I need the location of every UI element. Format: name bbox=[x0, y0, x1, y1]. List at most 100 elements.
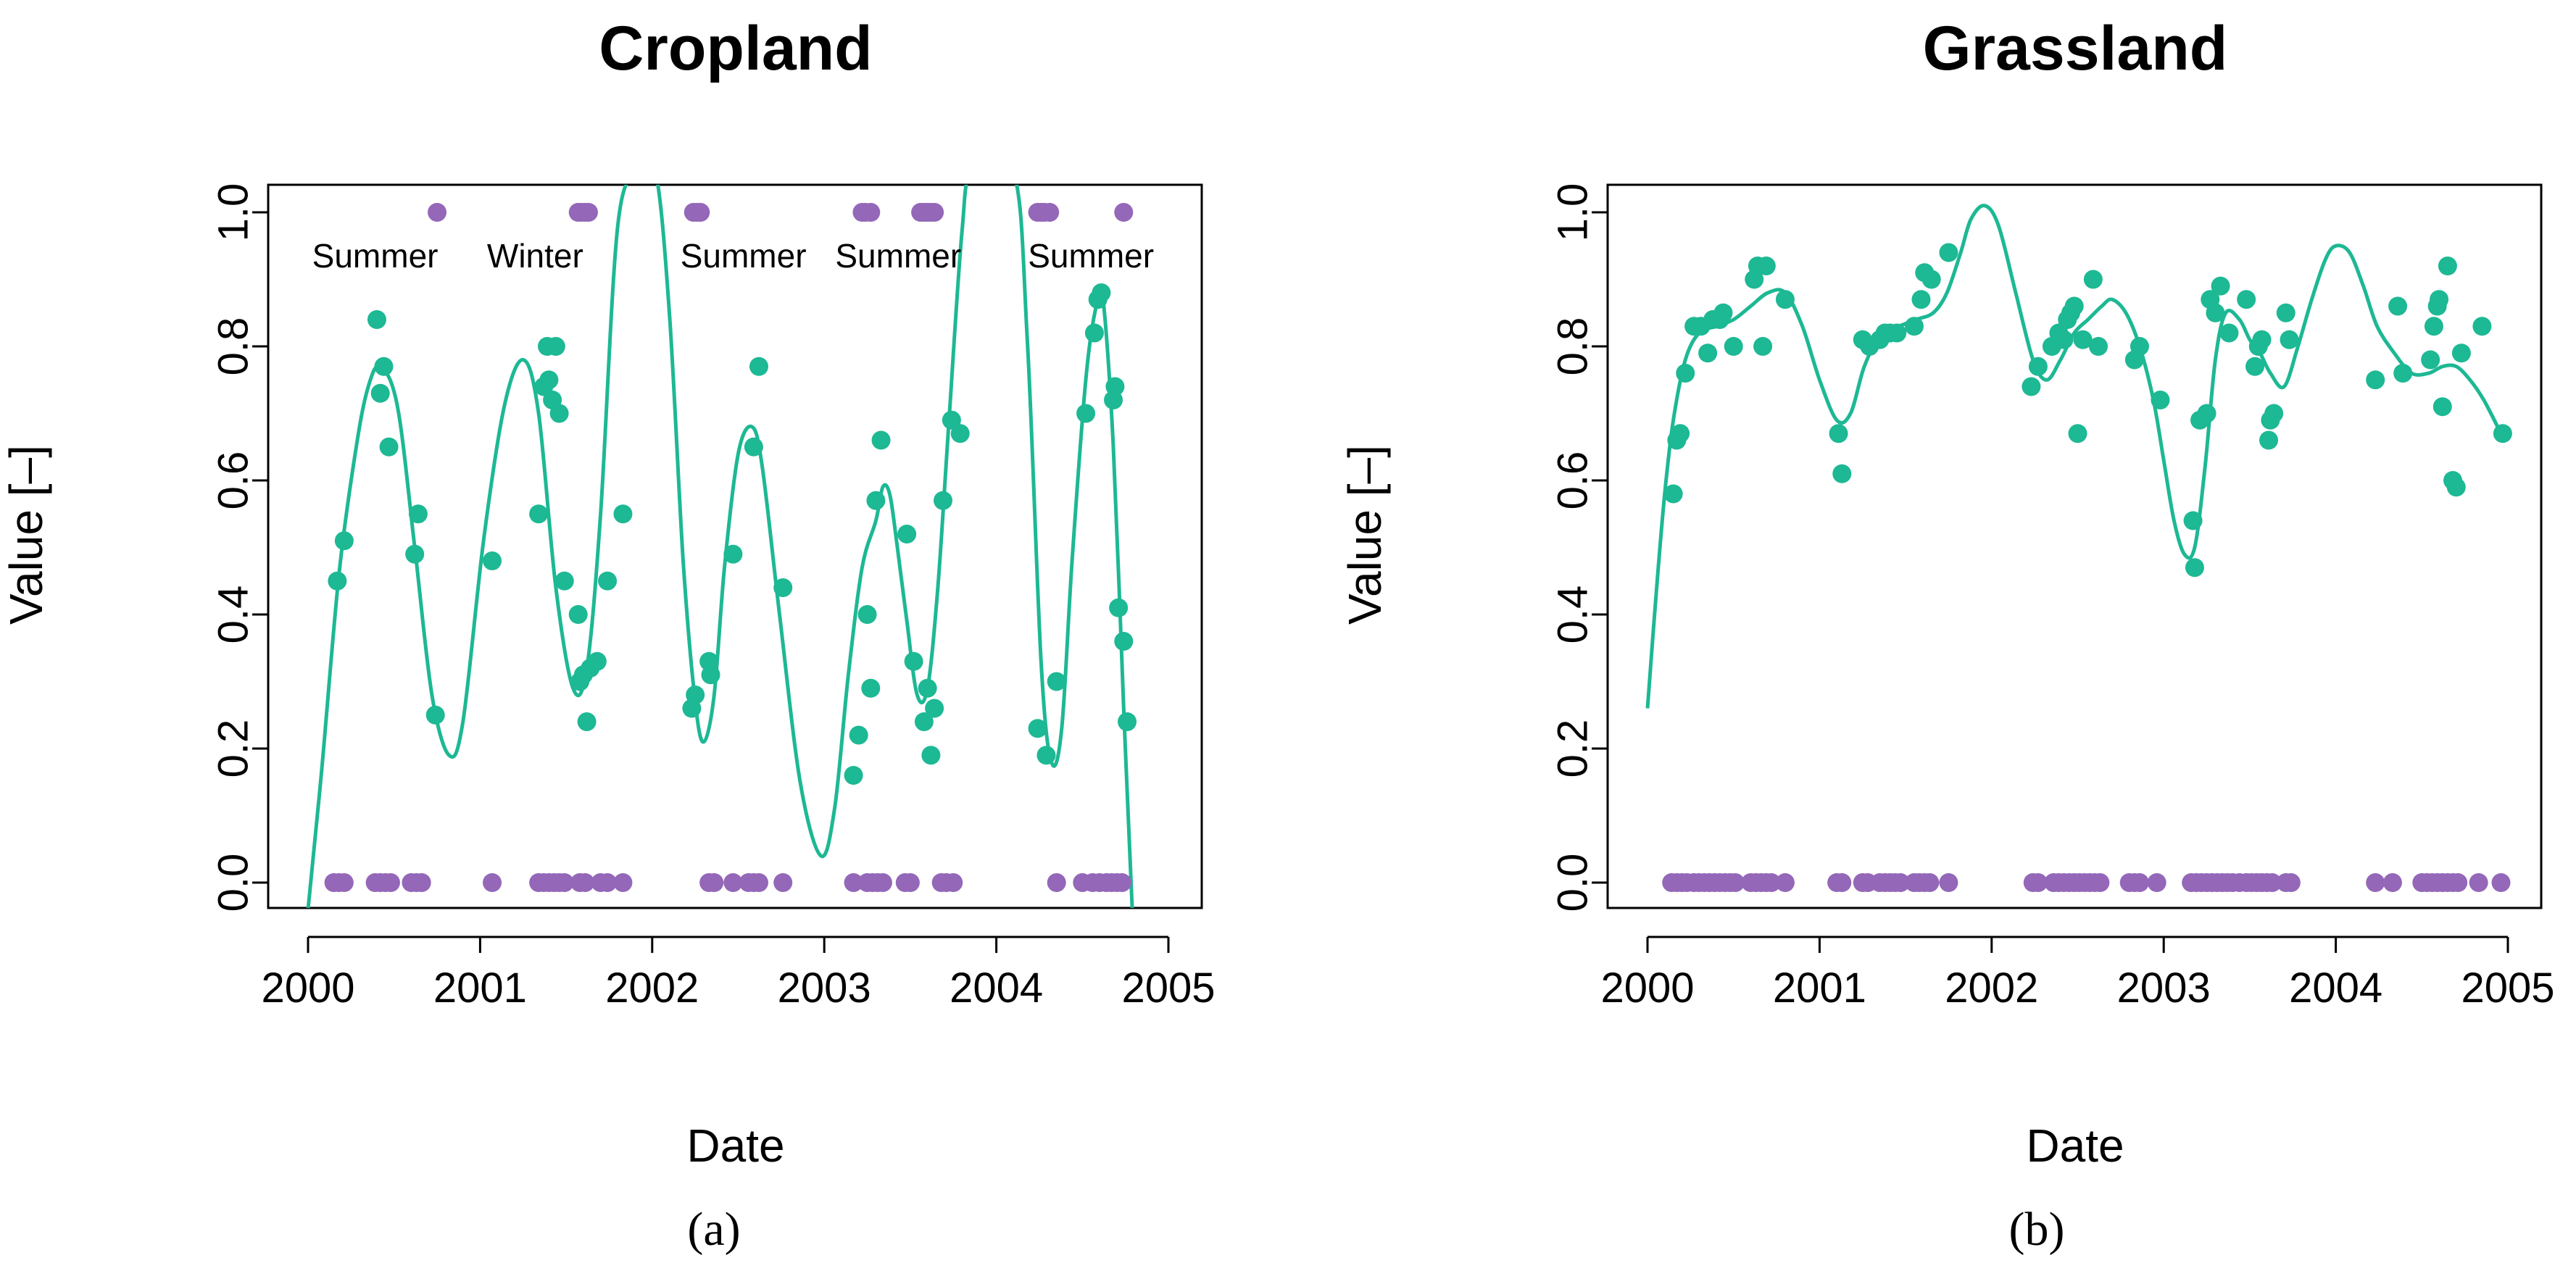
data-point bbox=[1092, 283, 1111, 302]
data-point bbox=[849, 725, 868, 745]
chart-title: Cropland bbox=[599, 14, 872, 83]
data-point bbox=[1118, 712, 1137, 731]
data-point bbox=[1114, 632, 1134, 651]
data-point bbox=[2237, 290, 2256, 309]
x-tick-label: 2002 bbox=[1945, 964, 2038, 1012]
data-point bbox=[2451, 343, 2471, 363]
x-tick-label: 2005 bbox=[2461, 964, 2554, 1012]
x-axis: 2000 2001 2002 2003 2004 2005 bbox=[1600, 935, 2555, 1012]
flag-point-zero bbox=[773, 873, 793, 892]
data-point bbox=[2028, 357, 2048, 376]
flag-point-one bbox=[428, 203, 447, 222]
x-tick-label: 2001 bbox=[1773, 964, 1866, 1012]
data-point bbox=[2219, 323, 2239, 343]
flag-point-one bbox=[861, 203, 881, 222]
data-point bbox=[773, 578, 793, 597]
data-point bbox=[2206, 303, 2225, 322]
data-point bbox=[1084, 323, 1104, 343]
data-point bbox=[2068, 424, 2087, 443]
data-point bbox=[334, 531, 354, 551]
data-point bbox=[1105, 377, 1125, 396]
flag-point-zero bbox=[873, 873, 892, 892]
data-point bbox=[897, 525, 917, 543]
data-point bbox=[950, 424, 970, 443]
data-point bbox=[918, 678, 937, 698]
y-axis-label: Value [–] bbox=[1339, 445, 1391, 625]
data-point bbox=[686, 685, 705, 704]
data-point bbox=[2432, 397, 2452, 417]
data-point bbox=[546, 337, 565, 356]
observation-points bbox=[1663, 243, 2512, 578]
x-axis-label: Date bbox=[686, 1120, 784, 1172]
y-tick-label: 0.6 bbox=[1550, 451, 1597, 510]
data-point bbox=[1775, 290, 1795, 309]
data-point bbox=[483, 551, 502, 570]
data-point bbox=[370, 383, 390, 403]
data-point bbox=[2493, 424, 2512, 443]
season-annotation: Summer bbox=[1028, 237, 1154, 275]
flag-point-zero bbox=[2130, 873, 2149, 892]
data-point bbox=[2259, 430, 2279, 450]
plot-area: Summer Winter Summer Summer Summer bbox=[306, 185, 1154, 908]
data-point bbox=[2064, 296, 2084, 316]
data-point bbox=[405, 544, 425, 564]
y-tick-label: 0.0 bbox=[1550, 854, 1597, 912]
data-point bbox=[374, 357, 394, 376]
flag-point-one bbox=[925, 203, 944, 222]
data-point bbox=[1911, 290, 1931, 309]
y-tick-label: 0.4 bbox=[210, 586, 257, 644]
data-point bbox=[1036, 746, 1056, 765]
flag-point-zero bbox=[1832, 873, 1852, 892]
data-point bbox=[2197, 404, 2216, 423]
data-point bbox=[2276, 303, 2295, 322]
flag-point-zero bbox=[1761, 873, 1781, 892]
data-point bbox=[539, 370, 559, 390]
data-point bbox=[1904, 317, 1924, 336]
flag-point-zero bbox=[598, 873, 618, 892]
y-tick-label: 0.8 bbox=[1550, 317, 1597, 376]
data-point bbox=[1663, 484, 1683, 504]
season-annotation: Summer bbox=[835, 237, 961, 275]
data-point bbox=[2073, 330, 2093, 349]
data-point bbox=[921, 746, 941, 765]
data-point bbox=[1109, 598, 1129, 617]
x-tick-label: 2000 bbox=[261, 964, 354, 1012]
x-tick-label: 2004 bbox=[950, 964, 1043, 1012]
flag-point-zero bbox=[613, 873, 633, 892]
flag-point-one bbox=[578, 203, 598, 222]
data-point bbox=[598, 571, 618, 591]
data-point bbox=[701, 665, 720, 685]
season-annotations: Summer Winter Summer Summer Summer bbox=[312, 237, 1154, 275]
season-flags bbox=[324, 203, 1134, 892]
x-tick-label: 2003 bbox=[778, 964, 871, 1012]
data-point bbox=[1676, 364, 1695, 383]
data-point bbox=[1832, 464, 1852, 483]
flag-point-zero bbox=[1047, 873, 1066, 892]
smoothed-fit-line bbox=[1645, 204, 2503, 709]
data-point bbox=[2421, 350, 2440, 370]
data-point bbox=[1698, 343, 1718, 363]
data-point bbox=[554, 571, 574, 591]
flag-point-zero bbox=[381, 873, 400, 892]
flag-point-zero bbox=[1939, 873, 1958, 892]
data-point bbox=[2438, 257, 2457, 275]
season-annotation: Summer bbox=[681, 237, 807, 275]
x-tick-label: 2001 bbox=[433, 964, 527, 1012]
flag-point-one bbox=[1114, 203, 1134, 222]
flag-point-zero bbox=[2090, 873, 2110, 892]
data-point bbox=[744, 437, 763, 457]
data-point bbox=[934, 491, 953, 510]
plot-frame bbox=[1606, 183, 2543, 909]
data-point bbox=[2088, 337, 2108, 356]
data-point bbox=[871, 430, 891, 450]
data-point bbox=[1028, 719, 1047, 738]
data-point bbox=[2430, 290, 2449, 309]
flag-point-zero bbox=[1890, 873, 1910, 892]
flag-point-zero bbox=[2448, 873, 2468, 892]
panel-label: (a) bbox=[687, 1203, 740, 1256]
observation-points bbox=[328, 283, 1137, 785]
data-point bbox=[549, 404, 569, 423]
data-point bbox=[1047, 672, 1066, 691]
data-point bbox=[379, 437, 399, 457]
